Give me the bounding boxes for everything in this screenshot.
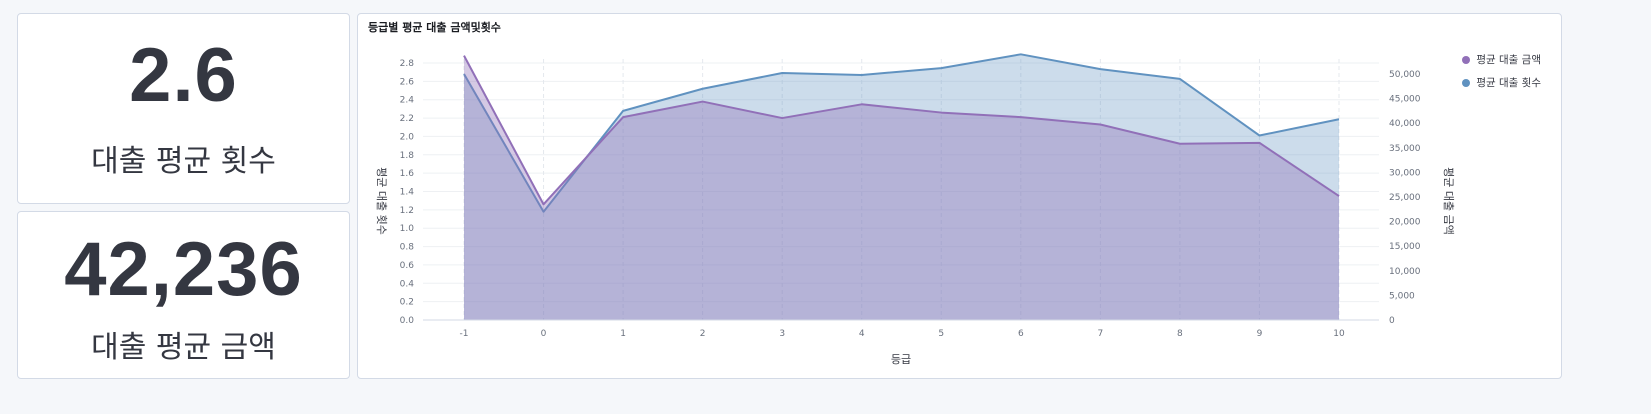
y-left-tick-label: 2.8: [400, 59, 415, 69]
metric-label: 대출 평균 금액: [91, 330, 276, 365]
series-line-1: [463, 53, 1340, 213]
y-left-tick-label: 2.0: [400, 132, 415, 142]
x-tick-label: 7: [1097, 329, 1103, 339]
y-right-tick-label: 40,000: [1389, 119, 1421, 129]
chart-panel: 등급별 평균 대출 금액및횟수 0.0 0.2 0.4 0.6 0.8 1.0 1.2 1.4…: [357, 13, 1562, 379]
y-right-tick-label: 50,000: [1389, 70, 1421, 80]
y-right-tick-label: 20,000: [1389, 218, 1421, 228]
y-left-tick-label: 1.0: [400, 224, 415, 234]
series-area-1: [464, 54, 1339, 320]
y-right-tick-label: 45,000: [1389, 95, 1421, 105]
y-left-tick-label: 0.8: [400, 243, 415, 253]
y-left-tick-label: 1.4: [400, 188, 415, 198]
x-tick-label: 3: [779, 329, 785, 339]
legend-dot-icon: [1462, 55, 1471, 64]
legend-item[interactable]: 평균 대출 횟수: [1462, 75, 1541, 90]
legend-item[interactable]: 평균 대출 금액: [1462, 52, 1541, 67]
y-right-tick-label: 0: [1389, 316, 1395, 326]
y-left-tick-label: 1.8: [400, 151, 415, 161]
y-left-tick-label: 0.6: [400, 261, 415, 271]
y-left-tick-label: 2.2: [400, 114, 414, 124]
x-tick-label: 6: [1018, 329, 1024, 339]
y-left-tick-label: 1.6: [400, 169, 415, 179]
y-left-tick-label: 0.2: [400, 298, 414, 308]
y-left-tick-label: 0.4: [400, 279, 415, 289]
area-chart: 0.0 0.2 0.4 0.6 0.8 1.0 1.2 1.4 1.6 1.8 2.0 2.2 2.4 2…: [375, 53, 1455, 366]
metric-label: 대출 평균 횟수: [91, 143, 276, 179]
x-tick-label: 0: [541, 329, 547, 339]
y-axis-left-label: 평균 대출 횟수: [375, 167, 388, 235]
y-left-tick-label: 2.4: [400, 96, 415, 106]
y-right-tick-label: 35,000: [1389, 144, 1421, 154]
chart-title: 등급별 평균 대출 금액및횟수: [368, 21, 501, 34]
y-left-tick-label: 1.2: [400, 206, 414, 216]
x-tick-label: 1: [620, 329, 626, 339]
legend-label: 평균 대출 횟수: [1476, 77, 1541, 89]
y-right-tick-label: 30,000: [1389, 168, 1421, 178]
y-left-tick-label: 2.6: [400, 77, 415, 87]
metric-value: 42,236: [64, 227, 303, 312]
x-tick-label: 10: [1333, 329, 1345, 339]
x-axis-label: 등급: [891, 353, 911, 366]
y-left-tick-label: 0.0: [400, 316, 415, 326]
y-right-tick-label: 15,000: [1389, 242, 1421, 252]
x-tick-label: -1: [460, 329, 469, 339]
metric-card-avg-count: 2.6 대출 평균 횟수: [17, 13, 350, 204]
x-tick-label: 9: [1257, 329, 1263, 339]
metric-value: 2.6: [129, 32, 238, 118]
y-axis-right-label: 평균 대출 금액: [1442, 167, 1455, 235]
x-tick-label: 4: [859, 329, 865, 339]
y-right-tick-label: 5,000: [1389, 291, 1415, 301]
series-line-0: [463, 55, 1340, 206]
x-tick-label: 8: [1177, 329, 1183, 339]
legend-dot-icon: [1462, 78, 1471, 87]
legend: 평균 대출 금액 평균 대출 횟수: [1462, 52, 1541, 98]
x-tick-label: 2: [700, 329, 706, 339]
metric-card-avg-amount: 42,236 대출 평균 금액: [17, 211, 350, 379]
x-tick-label: 5: [938, 329, 944, 339]
y-right-tick-label: 10,000: [1389, 267, 1421, 277]
series-area-0: [464, 55, 1339, 321]
y-right-tick-label: 25,000: [1389, 193, 1421, 203]
legend-label: 평균 대출 금액: [1476, 54, 1541, 66]
